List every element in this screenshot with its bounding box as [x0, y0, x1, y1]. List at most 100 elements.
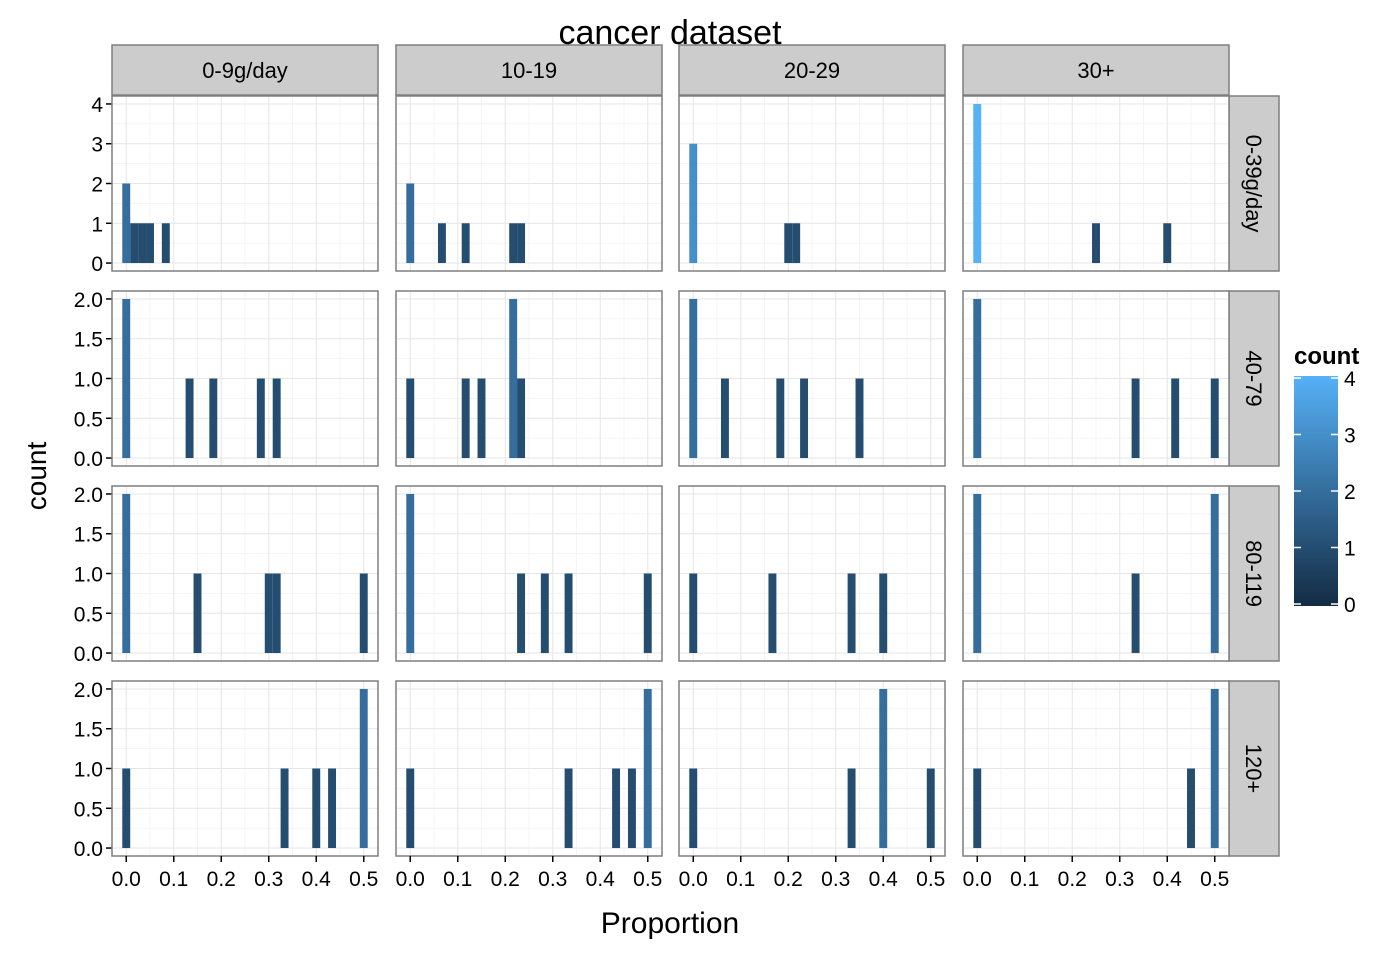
histogram-bar: [720, 378, 729, 459]
x-tick-label: 0.4: [302, 868, 332, 891]
legend-label: 3: [1344, 425, 1356, 448]
histogram-bar: [973, 768, 982, 849]
histogram-bar: [477, 378, 486, 459]
histogram-bar: [272, 378, 281, 459]
histogram-bar: [406, 378, 415, 459]
y-tick-label: 1.5: [74, 719, 103, 742]
legend-label: 4: [1344, 368, 1356, 391]
histogram-bar: [800, 378, 809, 459]
y-tick-label: 0: [91, 253, 103, 276]
histogram-bar: [1187, 768, 1195, 849]
y-tick-label: 1.0: [74, 369, 103, 392]
x-tick-label: 0.5: [349, 868, 378, 891]
panel-border: [111, 95, 379, 272]
panel-border: [962, 485, 1230, 662]
histogram-bar: [406, 768, 415, 849]
row-strip: [1228, 680, 1280, 857]
column-strip: [395, 44, 663, 96]
y-tick-label: 2.0: [74, 679, 103, 702]
histogram-bar: [627, 768, 636, 849]
panel-border: [111, 680, 379, 857]
panel-border: [962, 680, 1230, 857]
y-tick-label: 0.0: [74, 838, 103, 861]
histogram-bar: [130, 223, 139, 264]
histogram-bar: [768, 573, 777, 654]
y-tick-label: 1.0: [74, 564, 103, 587]
histogram-bar: [973, 298, 982, 459]
histogram-bar: [612, 768, 621, 849]
column-strip-label: 10-19: [501, 58, 557, 83]
row-strip: [1228, 290, 1280, 467]
y-tick-label: 2.0: [74, 289, 103, 312]
histogram-bar: [1210, 493, 1219, 654]
histogram-bar: [776, 378, 785, 459]
histogram-bar: [517, 378, 526, 459]
x-tick-label: 0.5: [1200, 868, 1229, 891]
histogram-bar: [1092, 223, 1100, 264]
histogram-bar: [792, 223, 801, 264]
y-tick-label: 1.5: [74, 524, 103, 547]
histogram-bar: [689, 573, 698, 654]
legend-label: 2: [1344, 481, 1356, 504]
y-axis-label: count: [21, 442, 52, 511]
x-tick-label: 0.2: [1058, 868, 1087, 891]
histogram-bar: [122, 493, 131, 654]
panel-border: [111, 485, 379, 662]
x-tick-label: 0.2: [207, 868, 236, 891]
column-strip: [962, 44, 1230, 96]
x-axis-label: Proportion: [601, 907, 739, 940]
histogram-bar: [1131, 573, 1140, 654]
row-strip-label: 120+: [1241, 744, 1266, 794]
histogram-bar: [1163, 223, 1172, 264]
row-strip-label: 0-39g/day: [1241, 135, 1266, 233]
column-strip: [111, 44, 379, 96]
histogram-bar: [122, 298, 131, 459]
x-tick-label: 0.0: [112, 868, 141, 891]
x-tick-label: 0.0: [396, 868, 425, 891]
panel-border: [678, 290, 946, 467]
y-tick-label: 1.0: [74, 759, 103, 782]
y-tick-label: 3: [91, 134, 103, 157]
panel-border: [962, 95, 1230, 272]
column-strip: [678, 44, 946, 96]
histogram-bar: [406, 183, 415, 264]
histogram-bar: [973, 493, 982, 654]
histogram-bar: [509, 223, 518, 264]
x-tick-label: 0.4: [1153, 868, 1183, 891]
histogram-bar: [280, 768, 289, 849]
histogram-bar: [926, 768, 935, 849]
column-strip-label: 20-29: [784, 58, 840, 83]
panel-border: [395, 485, 663, 662]
histogram-bar: [1210, 378, 1219, 459]
x-tick-label: 0.4: [869, 868, 899, 891]
histogram-bar: [193, 573, 202, 654]
histogram-bar: [122, 768, 131, 849]
histogram-bar: [146, 223, 154, 264]
histogram-bar: [517, 573, 526, 654]
panel-border: [678, 680, 946, 857]
panel-border: [678, 95, 946, 272]
histogram-bar: [643, 573, 652, 654]
histogram-bar: [256, 378, 265, 459]
histogram-bar: [359, 573, 368, 654]
x-tick-label: 0.0: [679, 868, 708, 891]
x-tick-label: 0.1: [443, 868, 472, 891]
panel-border: [395, 290, 663, 467]
histogram-bar: [689, 143, 698, 264]
y-tick-label: 2: [91, 174, 103, 197]
x-tick-label: 0.1: [726, 868, 755, 891]
x-tick-label: 0.1: [159, 868, 188, 891]
x-tick-label: 0.2: [491, 868, 520, 891]
histogram-bar: [406, 493, 415, 654]
row-strip-label: 40-79: [1241, 350, 1266, 406]
y-tick-label: 4: [91, 94, 103, 117]
y-tick-label: 0.0: [74, 448, 103, 471]
histogram-bar: [847, 768, 856, 849]
histogram-bar: [461, 378, 470, 459]
histogram-bar: [879, 688, 888, 849]
histogram-bar: [209, 378, 218, 459]
histogram-bar: [328, 768, 337, 849]
x-tick-label: 0.5: [633, 868, 662, 891]
histogram-bar: [1210, 688, 1219, 849]
